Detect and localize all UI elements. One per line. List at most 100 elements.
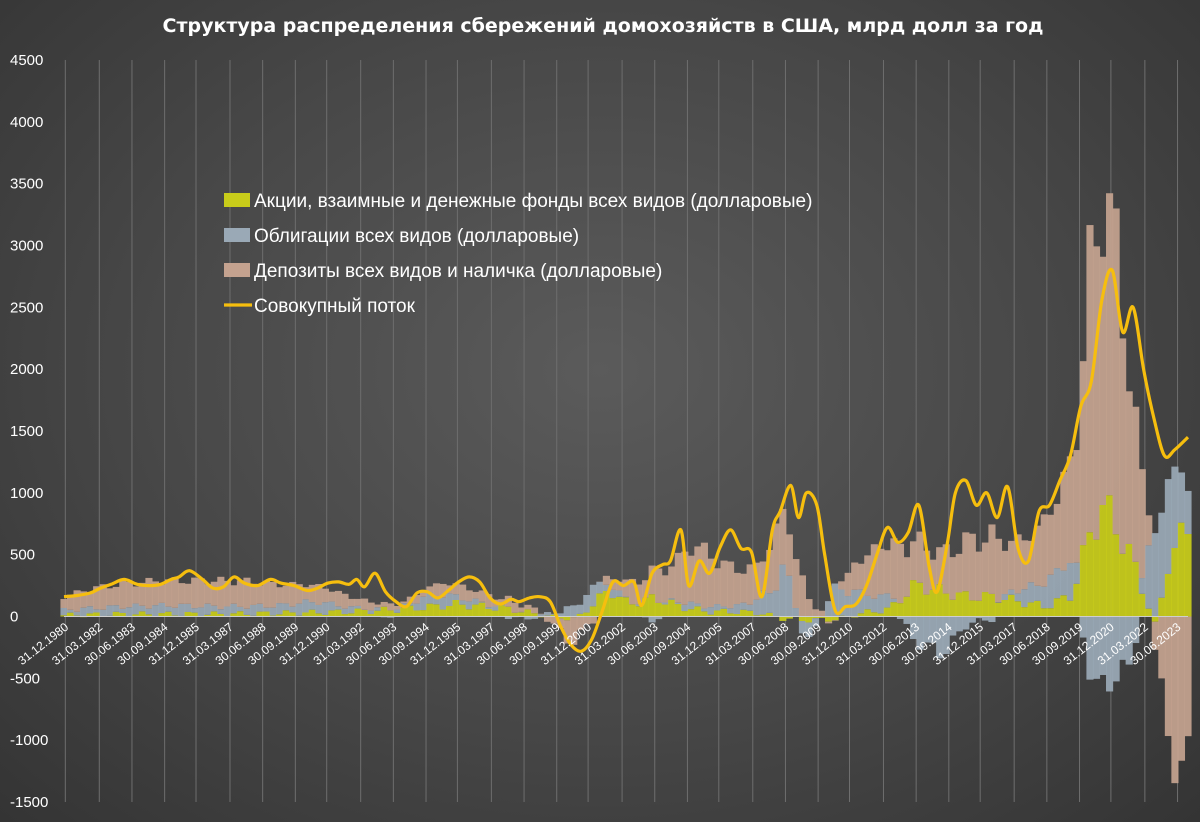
bar-segment xyxy=(844,572,852,597)
bar-segment xyxy=(178,603,186,616)
bar-segment xyxy=(981,616,989,621)
bar-segment xyxy=(485,609,493,617)
bar-segment xyxy=(217,609,225,614)
bar-segment xyxy=(204,603,212,615)
bar-segment xyxy=(465,609,473,617)
bar-segment xyxy=(713,568,722,605)
bar-segment xyxy=(184,611,192,617)
bar-segment xyxy=(263,607,271,612)
bar-segment xyxy=(282,603,290,611)
bar-segment xyxy=(347,613,356,617)
bar-segment xyxy=(184,603,192,612)
bar-segment xyxy=(811,618,820,627)
bar-segment xyxy=(1119,338,1127,554)
bar-segment xyxy=(687,601,695,610)
bar-segment xyxy=(1132,616,1140,644)
bar-segment xyxy=(655,616,663,620)
bar-segment xyxy=(720,606,728,609)
bar-segment xyxy=(158,602,166,614)
bar-segment xyxy=(864,595,872,610)
bar-segment xyxy=(648,616,656,623)
bar-segment xyxy=(975,616,983,619)
legend-label: Депозиты всех видов и наличка (долларовы… xyxy=(254,261,662,282)
bar-segment xyxy=(530,607,539,614)
bar-segment xyxy=(759,590,767,615)
bar-segment xyxy=(570,617,578,645)
bar-segment xyxy=(236,580,245,607)
bar-segment xyxy=(805,599,813,617)
bar-segment xyxy=(1066,600,1074,617)
bar-segment xyxy=(171,577,179,608)
bar-segment xyxy=(1014,593,1022,602)
bar-segment xyxy=(184,583,192,604)
bar-segment xyxy=(1151,616,1159,622)
bar-segment xyxy=(302,587,310,600)
bar-segment xyxy=(210,605,218,612)
bar-segment xyxy=(681,604,689,612)
bar-segment xyxy=(426,603,434,617)
bar-segment xyxy=(191,577,199,609)
bar-segment xyxy=(93,609,101,613)
bar-segment xyxy=(1151,533,1159,617)
bar-segment xyxy=(400,607,408,617)
bar-segment xyxy=(720,608,728,617)
bar-segment xyxy=(511,612,519,617)
bar-segment xyxy=(99,609,107,617)
bar-segment xyxy=(1184,534,1192,617)
bar-segment xyxy=(563,616,571,621)
bar-segment xyxy=(1079,616,1088,638)
bar-segment xyxy=(347,598,356,607)
bar-segment xyxy=(491,610,499,617)
bar-segment xyxy=(707,614,715,617)
bar-segment xyxy=(929,616,937,643)
bar-segment xyxy=(452,583,460,595)
bar-segment xyxy=(1001,600,1009,617)
bar-segment xyxy=(726,613,735,617)
bar-segment xyxy=(936,616,944,659)
bar-segment xyxy=(877,548,885,595)
bar-segment xyxy=(583,612,591,617)
bar-segment xyxy=(648,565,656,595)
bar-segment xyxy=(1125,616,1133,665)
bar-segment xyxy=(766,612,774,617)
bar-segment xyxy=(387,610,395,617)
bar-segment xyxy=(1092,246,1101,540)
bar-segment xyxy=(289,606,297,613)
bar-segment xyxy=(354,605,362,609)
bar-segment xyxy=(962,532,970,592)
bar-segment xyxy=(432,596,441,605)
bar-segment xyxy=(191,612,199,617)
bar-segment xyxy=(975,600,983,617)
y-tick-label: -1500 xyxy=(10,794,48,811)
bar-segment xyxy=(746,610,754,617)
bar-segment xyxy=(432,583,441,597)
bar-segment xyxy=(119,612,127,617)
legend-swatch xyxy=(224,263,250,277)
bar-segment xyxy=(968,616,976,623)
total-flow-series xyxy=(63,267,1190,653)
bar-segment xyxy=(988,524,996,594)
bar-segment xyxy=(380,606,388,617)
bar-segment xyxy=(1177,472,1186,523)
y-tick-label: 1000 xyxy=(10,485,43,502)
bar-segment xyxy=(870,544,878,599)
bar-segment xyxy=(158,613,166,617)
bar-segment xyxy=(576,616,584,630)
bar-segment xyxy=(478,602,486,617)
bar-segment xyxy=(785,575,793,617)
bar-segment xyxy=(883,550,891,594)
bar-segment xyxy=(1099,256,1107,505)
bar-segment xyxy=(622,579,630,597)
bar-segment xyxy=(204,584,212,604)
bar-segment xyxy=(1158,616,1166,679)
bar-segment xyxy=(687,609,695,617)
bar-segment xyxy=(602,590,610,617)
bar-segment xyxy=(511,602,519,613)
y-tick-label: 2500 xyxy=(10,299,43,316)
bar-segment xyxy=(570,605,578,617)
bar-segment xyxy=(321,602,329,615)
bar-segment xyxy=(563,606,571,617)
bar-segment xyxy=(798,616,807,622)
bar-segment xyxy=(1021,607,1029,617)
bar-segment xyxy=(73,590,81,612)
